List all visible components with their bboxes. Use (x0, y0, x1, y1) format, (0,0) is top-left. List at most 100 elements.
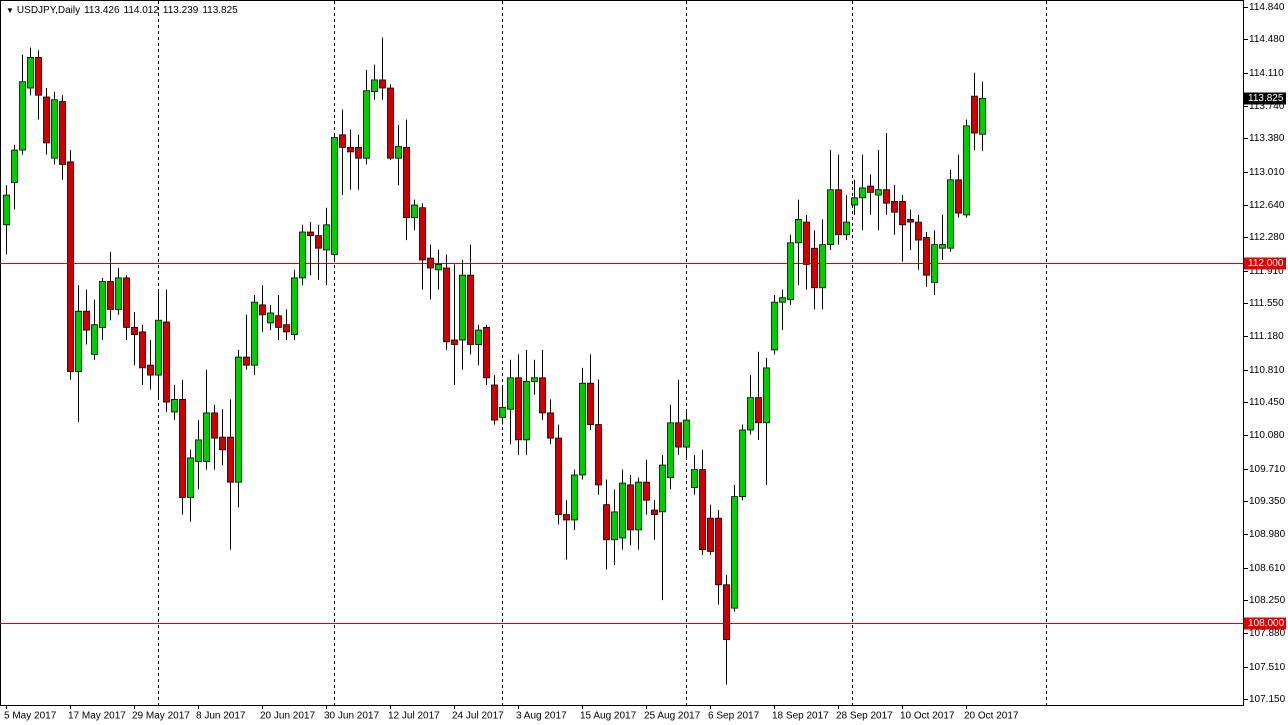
candle-body (243, 356, 250, 366)
candle-body (547, 412, 554, 439)
candle-body (803, 221, 810, 265)
candle-body (483, 326, 490, 379)
y-tick-label: 107.880 (1249, 628, 1286, 639)
x-tick-label: 12 Jul 2017 (388, 711, 440, 722)
y-tick-label: 111.550 (1249, 298, 1284, 309)
candle-body (611, 511, 618, 541)
y-tick-label: 113.010 (1249, 167, 1285, 178)
candle-body (891, 201, 898, 213)
candle-body (979, 97, 986, 135)
candle-body (171, 398, 178, 413)
candle-body (835, 189, 842, 236)
candle-body (35, 57, 42, 96)
hline-label: 108.000 (1248, 618, 1285, 629)
candle-body (867, 185, 874, 193)
candle-body (571, 474, 578, 521)
x-tick-label: 18 Sep 2017 (772, 711, 829, 722)
candle-body (651, 509, 658, 515)
candle-body (139, 331, 146, 369)
candle-body (467, 274, 474, 345)
candle-body (555, 437, 562, 515)
hline-label-box (1244, 617, 1286, 630)
candle-body (715, 517, 722, 586)
ohlc-close: 113.825 (202, 5, 238, 16)
candle-body (587, 382, 594, 425)
candle-body (667, 422, 674, 479)
candle-body (699, 469, 706, 551)
candle-body (635, 481, 642, 531)
y-tick-label: 107.510 (1249, 662, 1286, 673)
candle-body (115, 277, 122, 310)
y-tick-label: 107.150 (1249, 694, 1286, 705)
candle-body (67, 161, 74, 372)
x-tick-label: 30 Jun 2017 (324, 711, 379, 722)
candle-body (499, 407, 506, 418)
candle-body (819, 244, 826, 289)
candle-body (451, 339, 458, 345)
candle-body (347, 147, 354, 153)
candle-body (43, 96, 50, 144)
hline-label-box (1244, 257, 1286, 270)
candle-body (659, 464, 666, 513)
candle-body (387, 87, 394, 159)
y-tick-label: 108.980 (1249, 529, 1286, 540)
x-tick-label: 24 Jul 2017 (452, 711, 504, 722)
candle-body (123, 277, 130, 328)
candle-body (939, 244, 946, 249)
candle-body (539, 377, 546, 414)
candle-body (459, 274, 466, 341)
hline-label: 112.000 (1248, 258, 1284, 269)
y-tick-label: 114.480 (1249, 34, 1285, 45)
candle-body (3, 194, 10, 226)
candle-body (691, 469, 698, 488)
candle-body (331, 137, 338, 255)
x-tick-label: 17 May 2017 (68, 711, 126, 722)
x-tick-label: 6 Sep 2017 (708, 711, 760, 722)
candle-body (99, 281, 106, 328)
candle-body (771, 301, 778, 351)
candle-body (707, 517, 714, 552)
y-tick-label: 109.350 (1249, 496, 1286, 507)
ohlc-low: 113.239 (162, 5, 199, 16)
x-tick-label: 15 Aug 2017 (580, 711, 637, 722)
candle-body (435, 263, 442, 271)
candle-body (211, 412, 218, 439)
candle-body (219, 436, 226, 451)
candle-body (307, 231, 314, 236)
candle-body (883, 189, 890, 204)
candle-body (507, 377, 514, 410)
menu-arrow: ▼ (6, 6, 14, 15)
candle-body (955, 179, 962, 214)
candle-body (923, 236, 930, 276)
candle-body (875, 189, 882, 196)
candle-body (315, 235, 322, 249)
candle-body (291, 277, 298, 335)
ohlc-open: 113.426 (84, 5, 120, 16)
candle-body (59, 101, 66, 165)
candle-body (187, 457, 194, 498)
candle-body (731, 496, 738, 609)
candle-body (675, 422, 682, 448)
y-tick-label: 108.610 (1249, 563, 1286, 574)
candle-body (163, 321, 170, 403)
x-tick-label: 28 Sep 2017 (836, 711, 893, 722)
y-tick-label: 110.810 (1249, 365, 1285, 376)
candle-body (563, 514, 570, 521)
candle-body (859, 187, 866, 199)
candle-body (267, 312, 274, 324)
candle-body (75, 310, 82, 372)
candle-body (627, 484, 634, 531)
candle-body (179, 398, 186, 498)
candle-body (195, 439, 202, 462)
candle-body (259, 304, 266, 316)
chart-header: ▼ USDJPY,Daily 113.426 114.012 113.239 113.82… (6, 5, 242, 16)
candle-body (251, 301, 258, 366)
candle-body (579, 382, 586, 476)
candle-body (107, 281, 114, 310)
candle-body (779, 297, 786, 303)
candle-body (603, 504, 610, 541)
candle-body (963, 125, 970, 216)
